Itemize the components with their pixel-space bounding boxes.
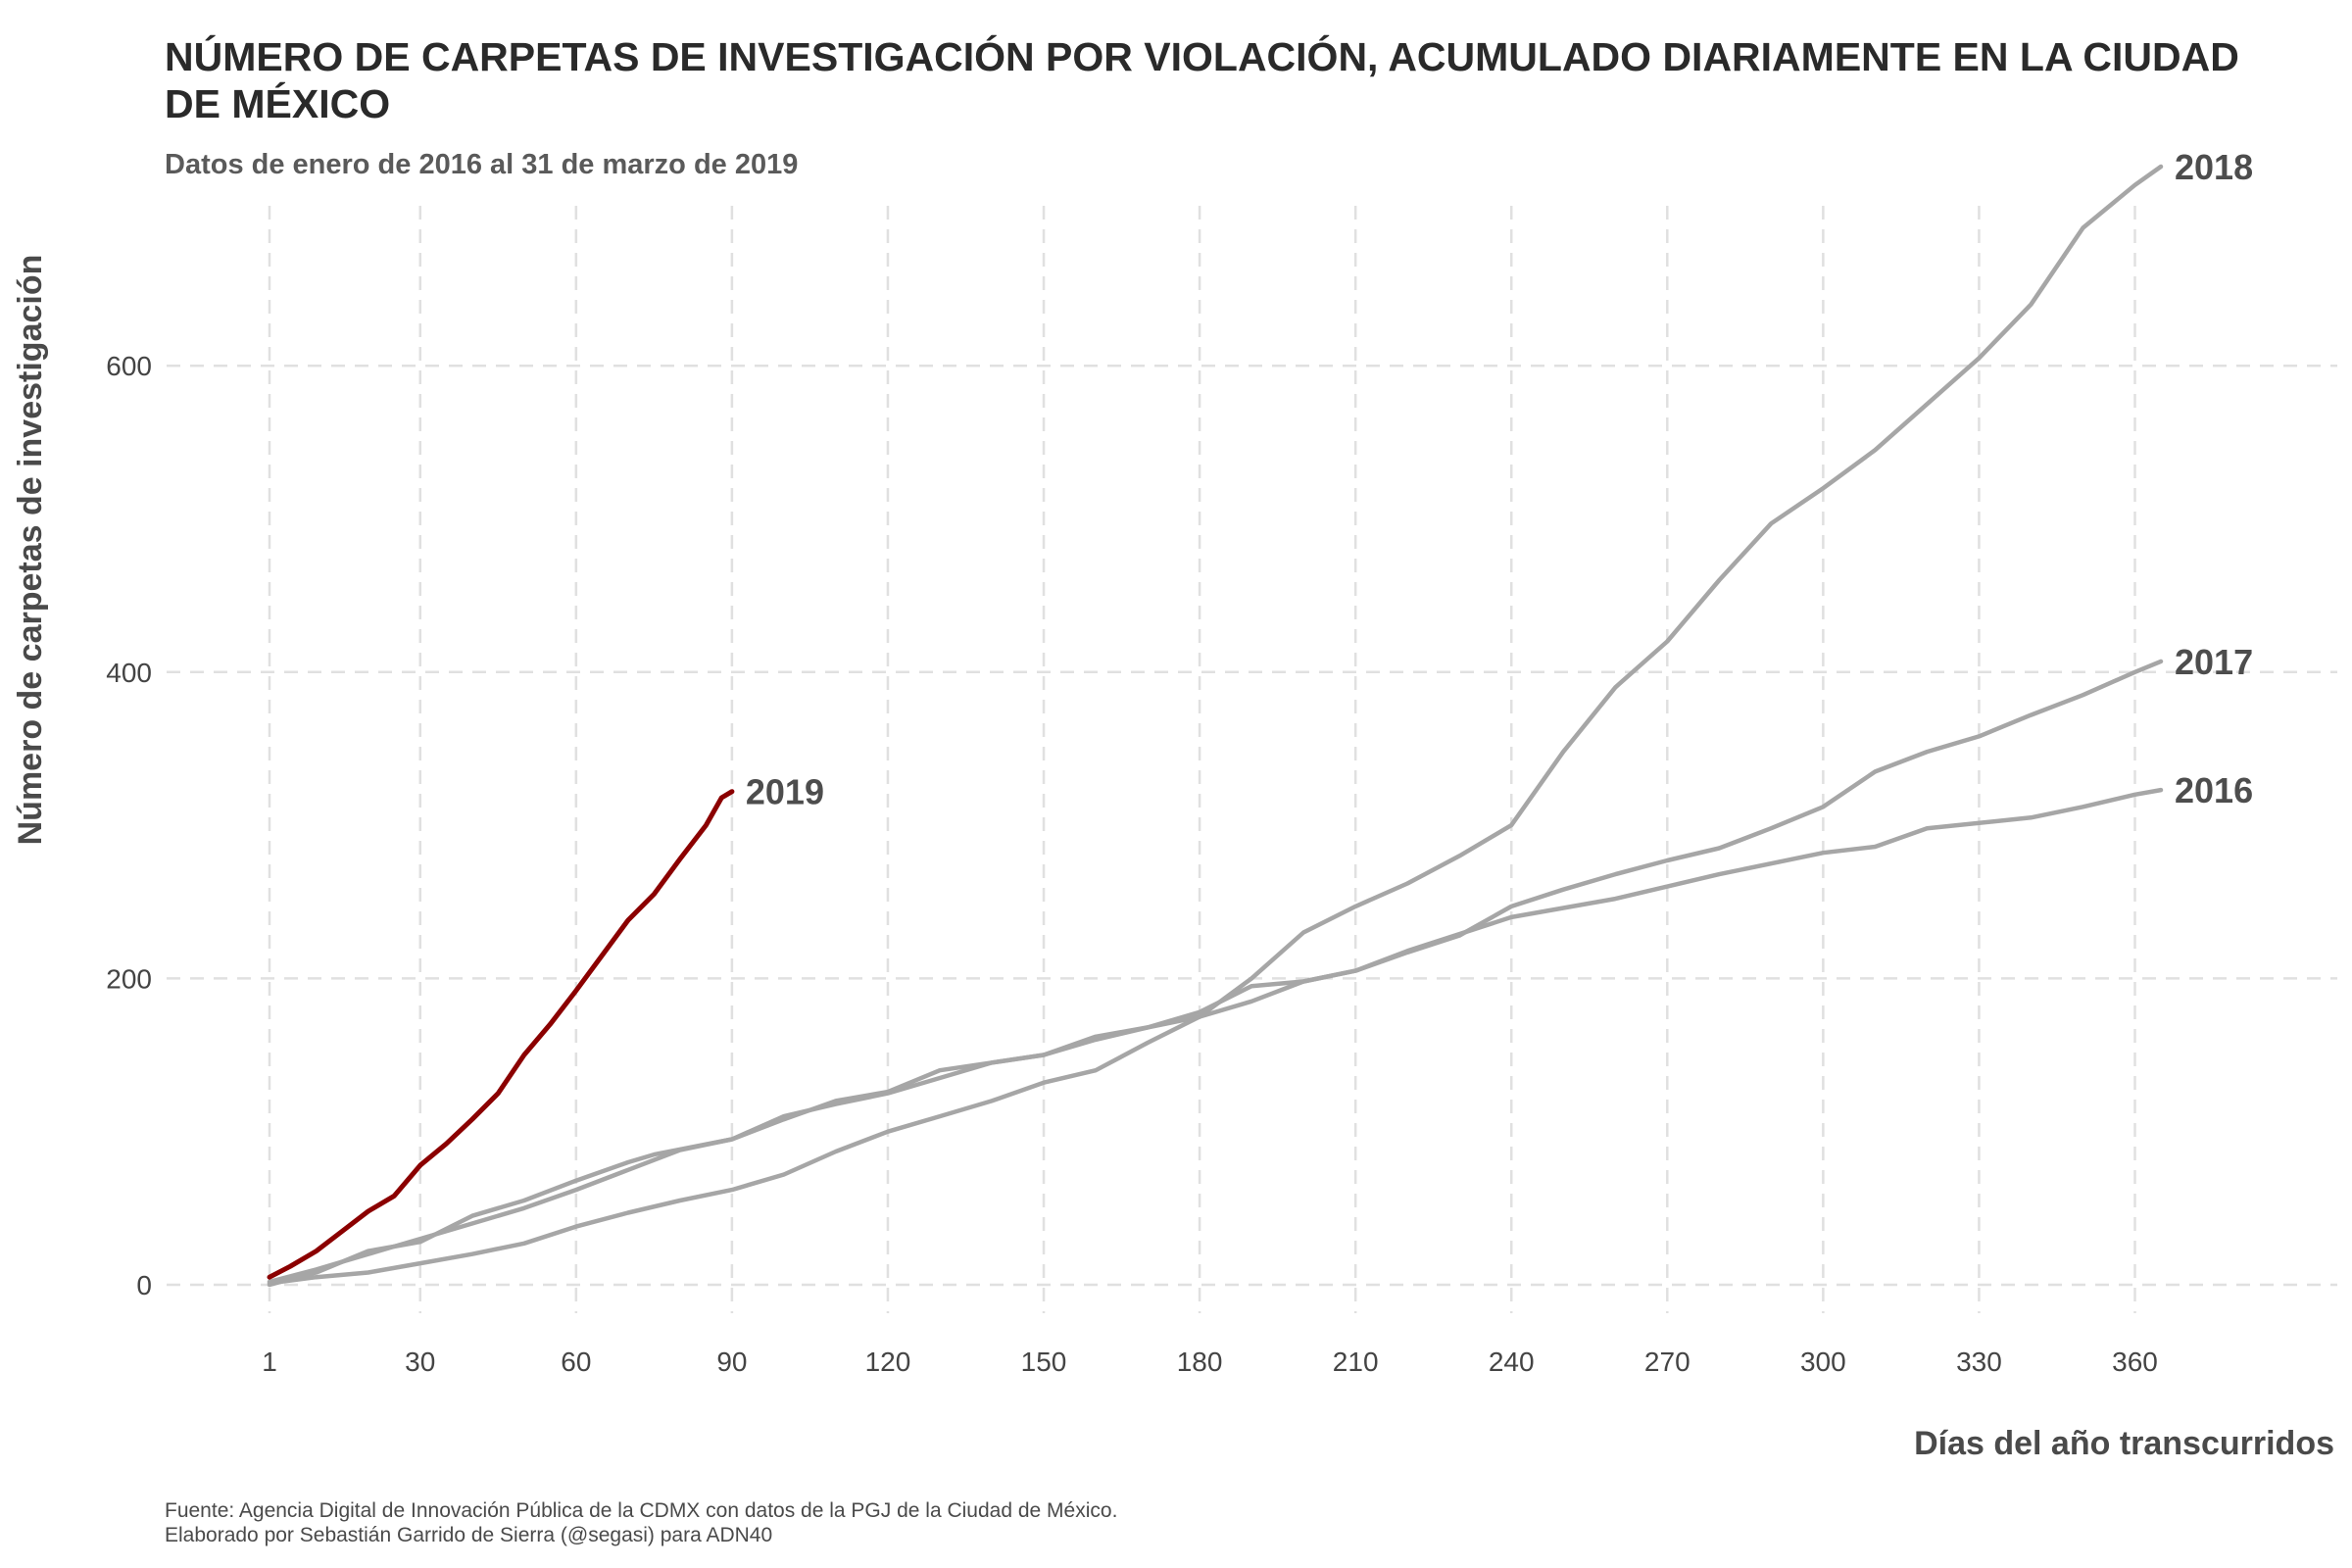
- y-tick-label: 0: [136, 1270, 152, 1300]
- series-line-2018: [267, 164, 2164, 1286]
- x-tick-label: 240: [1489, 1347, 1535, 1377]
- y-axis-ticks: 0 200 400 600: [106, 351, 152, 1300]
- x-tick-label: 300: [1800, 1347, 1846, 1377]
- y-tick-label: 400: [106, 658, 152, 688]
- x-tick-label: 60: [561, 1347, 591, 1377]
- x-tick-label: 330: [1956, 1347, 2002, 1377]
- y-tick-label: 200: [106, 963, 152, 994]
- series-lines: [267, 164, 2164, 1288]
- x-tick-label: 180: [1177, 1347, 1223, 1377]
- x-tick-label: 270: [1644, 1347, 1690, 1377]
- series-end-labels: 2016 2017 2018 2019: [746, 147, 2253, 812]
- x-tick-label: 360: [2112, 1347, 2158, 1377]
- x-tick-label: 150: [1021, 1347, 1067, 1377]
- gridlines: [167, 206, 2337, 1313]
- series-label-2016: 2016: [2175, 770, 2253, 810]
- caption: Fuente: Agencia Digital de Innovación Pú…: [165, 1498, 1117, 1547]
- x-tick-label: 30: [405, 1347, 435, 1377]
- x-tick-label: 90: [716, 1347, 747, 1377]
- x-tick-label: 210: [1333, 1347, 1379, 1377]
- x-tick-label: 1: [262, 1347, 277, 1377]
- chart-subtitle: Datos de enero de 2016 al 31 de marzo de…: [165, 149, 799, 180]
- caption-source: Fuente: Agencia Digital de Innovación Pú…: [165, 1499, 1118, 1522]
- series-line-2016: [267, 787, 2164, 1288]
- series-label-2019: 2019: [746, 772, 824, 812]
- series-label-2017: 2017: [2175, 642, 2253, 682]
- caption-author: Elaborado por Sebastián Garrido de Sierr…: [165, 1524, 773, 1546]
- series-label-2018: 2018: [2175, 147, 2253, 187]
- x-axis-title: Días del año transcurridos: [1914, 1425, 2334, 1462]
- x-tick-label: 120: [865, 1347, 911, 1377]
- y-tick-label: 600: [106, 351, 152, 381]
- chart-title: NÚMERO DE CARPETAS DE INVESTIGACIÓN POR …: [165, 34, 2239, 126]
- x-axis-ticks: 1 30 60 90 120 150 180 210 240 270 300 330 360: [262, 1347, 2158, 1377]
- y-axis-title: Número de carpetas de investigación: [12, 255, 49, 846]
- series-line-2019: [267, 789, 735, 1280]
